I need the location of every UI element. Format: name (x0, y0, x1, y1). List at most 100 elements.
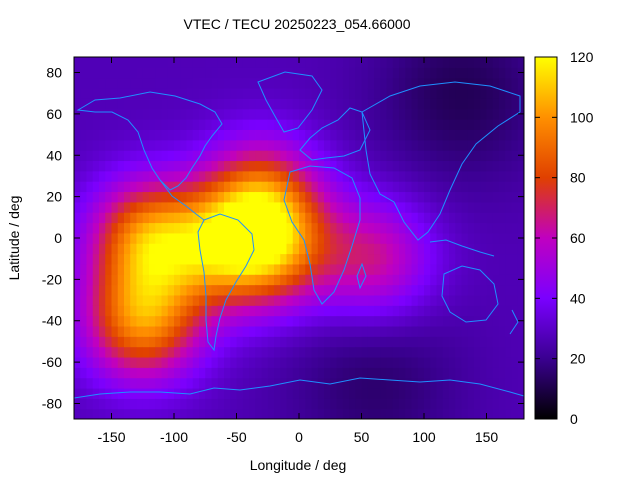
heatmap-cell (299, 377, 306, 389)
heatmap-cell (117, 212, 125, 224)
heatmap-cell (92, 294, 100, 306)
heatmap-cell (117, 129, 125, 141)
heatmap-cell (217, 346, 225, 358)
heatmap-cell (324, 57, 331, 68)
heatmap-cell (111, 346, 119, 358)
heatmap-cell (199, 57, 206, 68)
heatmap-cell (305, 325, 313, 337)
heatmap-cell (299, 98, 306, 110)
heatmap-cell (280, 108, 288, 120)
heatmap-cell (499, 232, 506, 244)
heatmap-cell (411, 346, 419, 358)
heatmap-cell (105, 253, 113, 265)
heatmap-cell (299, 336, 306, 348)
heatmap-cell (299, 274, 306, 286)
heatmap-cell (442, 305, 450, 317)
heatmap-cell (405, 181, 413, 193)
heatmap-cell (505, 398, 513, 410)
heatmap-cell (511, 315, 519, 327)
heatmap-cell (442, 98, 450, 110)
heatmap-cell (199, 367, 206, 379)
heatmap-cell (192, 284, 200, 296)
coastline-antarctica (74, 377, 524, 399)
heatmap-cell (155, 305, 163, 317)
heatmap-cell (130, 150, 138, 162)
heatmap-cell (405, 88, 413, 99)
heatmap-cell (255, 108, 263, 120)
heatmap-cell (355, 98, 363, 110)
heatmap-cell (492, 108, 500, 120)
heatmap-cell (461, 160, 469, 172)
heatmap-cell (505, 108, 513, 120)
heatmap-cell (330, 346, 338, 358)
heatmap-cell (180, 108, 188, 120)
heatmap-cell (74, 284, 81, 296)
heatmap-cell (80, 139, 88, 151)
heatmap-cell (367, 139, 375, 151)
heatmap-cell (374, 160, 381, 172)
heatmap-cell (374, 315, 381, 327)
heatmap-cell (461, 274, 469, 286)
heatmap-cell (274, 346, 281, 358)
heatmap-cell (267, 336, 275, 348)
heatmap-cell (217, 88, 225, 99)
heatmap-cell (186, 57, 194, 68)
heatmap-cell (111, 263, 119, 275)
heatmap-cell (324, 212, 331, 224)
heatmap-cell (105, 139, 113, 151)
heatmap-cell (149, 191, 156, 203)
heatmap-cell (92, 325, 100, 337)
heatmap-cell (405, 294, 413, 306)
heatmap-cell (180, 119, 188, 130)
heatmap-cell (149, 305, 156, 317)
heatmap-cell (392, 77, 400, 89)
heatmap-cell (105, 284, 113, 296)
heatmap-cell (349, 367, 356, 379)
heatmap-cell (417, 191, 425, 203)
heatmap-cell (405, 325, 413, 337)
heatmap-cell (186, 294, 194, 306)
heatmap-cell (424, 356, 431, 368)
heatmap-cell (267, 274, 275, 286)
heatmap-cell (274, 108, 281, 120)
heatmap-cell (411, 315, 419, 327)
heatmap-cell (299, 191, 306, 203)
heatmap-cell (255, 398, 263, 410)
heatmap-cell (342, 170, 350, 182)
heatmap-cell (142, 201, 150, 213)
heatmap-cell (386, 191, 394, 203)
heatmap-cell (449, 98, 456, 110)
heatmap-cell (286, 408, 294, 419)
heatmap-cell (249, 377, 256, 389)
heatmap-cell (174, 150, 181, 162)
heatmap-cell (80, 387, 88, 399)
heatmap-cell (236, 305, 244, 317)
heatmap-cell (449, 222, 456, 234)
heatmap-cell (386, 160, 394, 172)
heatmap-cell (286, 284, 294, 296)
heatmap-cell (417, 170, 425, 182)
heatmap-cell (280, 346, 288, 358)
heatmap-cell (324, 119, 331, 130)
heatmap-cell (167, 398, 175, 410)
heatmap-cell (492, 408, 500, 419)
heatmap-cell (142, 232, 150, 244)
heatmap-cell (280, 98, 288, 110)
heatmap-cell (367, 315, 375, 327)
heatmap-cell (267, 98, 275, 110)
heatmap-cell (117, 191, 125, 203)
heatmap-cell (249, 108, 256, 120)
heatmap-cell (499, 98, 506, 110)
heatmap-cell (180, 191, 188, 203)
heatmap-cell (349, 356, 356, 368)
heatmap-cell (317, 294, 325, 306)
heatmap-cell (124, 367, 131, 379)
heatmap-cell (486, 232, 494, 244)
heatmap-cell (236, 57, 244, 68)
heatmap-cell (236, 315, 244, 327)
heatmap-cell (124, 201, 131, 213)
heatmap-cell (455, 201, 463, 213)
heatmap-cell (236, 119, 244, 130)
heatmap-cell (74, 367, 81, 379)
heatmap-cell (155, 170, 163, 182)
